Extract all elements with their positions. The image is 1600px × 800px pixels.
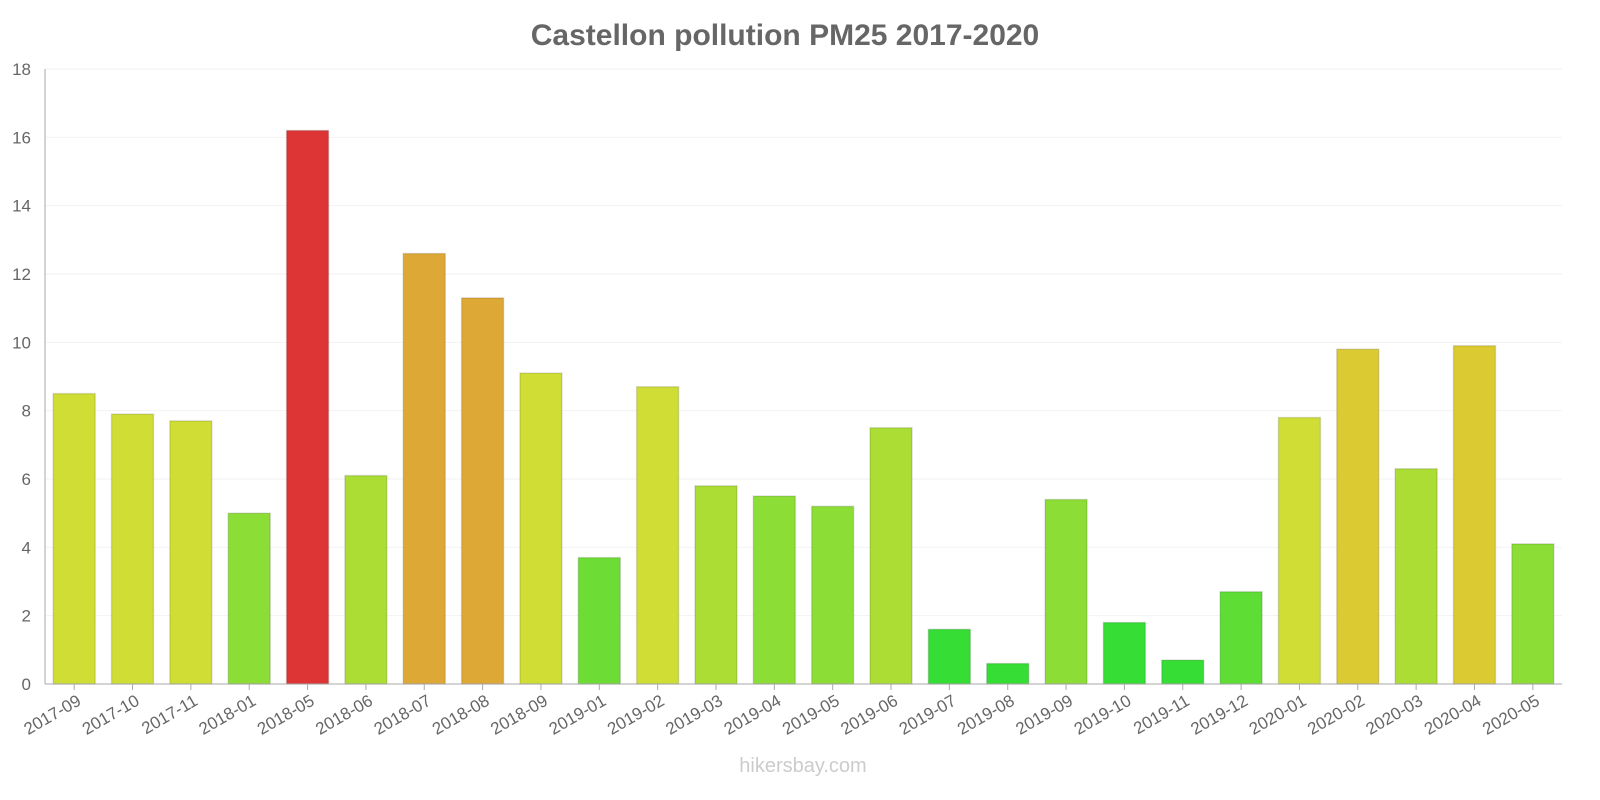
bar-2017-09[interactable] <box>52 392 96 685</box>
bar-2020-03[interactable] <box>1394 468 1438 685</box>
bar-2019-03[interactable] <box>694 485 738 685</box>
x-tick-label: 2020-05 <box>1479 691 1543 739</box>
x-tick-label: 2017-10 <box>79 691 143 739</box>
bar-2018-07[interactable] <box>402 252 447 685</box>
x-tick-label: 2019-12 <box>1188 691 1252 739</box>
bar-2019-08[interactable] <box>985 662 1030 685</box>
x-tick-label: 2019-04 <box>721 691 785 739</box>
bar-2019-07[interactable] <box>927 628 972 685</box>
bar-2020-05[interactable] <box>1511 543 1555 685</box>
bar-2019-12[interactable] <box>1219 591 1263 685</box>
y-tick-label: 14 <box>12 197 31 216</box>
bar-2018-09[interactable] <box>519 372 563 685</box>
bar-2018-01[interactable] <box>227 512 271 685</box>
x-tick-label: 2019-07 <box>896 691 960 739</box>
bar-2018-08[interactable] <box>460 297 505 685</box>
y-tick-label: 16 <box>12 128 31 147</box>
x-tick-label: 2019-11 <box>1130 691 1192 738</box>
bar-2019-05[interactable] <box>810 505 855 685</box>
x-tick-label: 2020-03 <box>1363 691 1427 739</box>
bar-2020-02[interactable] <box>1336 348 1380 685</box>
x-tick-label: 2019-01 <box>546 691 610 739</box>
x-tick-label: 2019-06 <box>837 691 901 739</box>
y-tick-label: 2 <box>22 607 31 626</box>
bar-2020-04[interactable] <box>1452 345 1497 685</box>
x-tick-label: 2020-02 <box>1304 691 1368 739</box>
x-tick-label: 2020-01 <box>1246 691 1310 739</box>
x-tick-label: 2018-05 <box>254 691 318 739</box>
x-tick-label: 2018-01 <box>196 691 260 739</box>
x-tick-label: 2019-03 <box>662 691 726 739</box>
bar-2017-10[interactable] <box>110 413 155 685</box>
y-tick-label: 18 <box>12 60 31 79</box>
y-tick-label: 6 <box>22 470 31 489</box>
bar-2019-04[interactable] <box>752 495 797 685</box>
y-tick-label: 0 <box>22 675 31 694</box>
x-tick-label: 2019-05 <box>779 691 843 739</box>
watermark: hikersbay.com <box>739 755 866 777</box>
y-tick-label: 10 <box>12 333 31 352</box>
bar-2018-06[interactable] <box>344 474 388 685</box>
x-tick-label: 2018-08 <box>429 691 493 739</box>
bar-2019-02[interactable] <box>635 386 680 685</box>
bar-2020-01[interactable] <box>1277 416 1322 685</box>
y-tick-label: 8 <box>22 402 31 421</box>
x-tick-label: 2017-09 <box>21 691 85 739</box>
y-tick-label: 12 <box>12 265 31 284</box>
chart-title: Castellon pollution PM25 2017-2020 <box>531 19 1040 52</box>
x-tick-label: 2019-08 <box>954 691 1018 739</box>
x-tick-label: 2020-04 <box>1421 691 1485 739</box>
bar-2017-11[interactable] <box>169 420 213 685</box>
bar-2019-09[interactable] <box>1044 498 1088 685</box>
x-tick-label: 2018-07 <box>371 691 435 739</box>
bar-2018-05[interactable] <box>285 129 330 685</box>
x-tick-label: 2017-11 <box>138 691 200 738</box>
x-tick-label: 2019-10 <box>1071 691 1135 739</box>
bar-2019-06[interactable] <box>869 427 913 685</box>
bar-2019-01[interactable] <box>577 556 622 685</box>
x-tick-label: 2018-09 <box>487 691 551 739</box>
y-tick-label: 4 <box>22 538 31 557</box>
x-tick-label: 2018-06 <box>312 691 376 739</box>
x-tick-label: 2019-02 <box>604 691 668 739</box>
x-tick-label: 2019-09 <box>1013 691 1077 739</box>
bar-2019-10[interactable] <box>1102 621 1147 685</box>
bar-2019-11[interactable] <box>1160 659 1205 685</box>
